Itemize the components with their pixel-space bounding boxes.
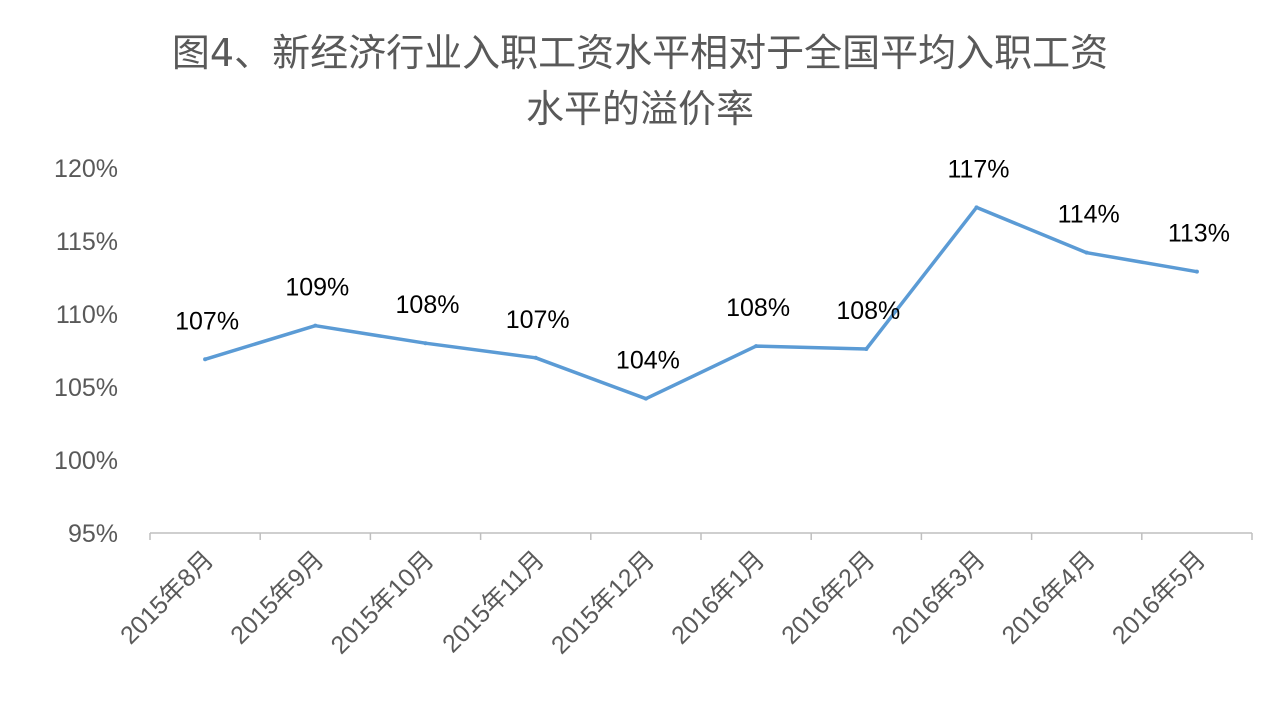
data-label: 108% [396,291,460,319]
data-label: 113% [1168,220,1230,248]
y-tick-label: 110% [56,301,118,329]
y-axis-labels: 95% 100% 105% 110% 115% 120% [54,155,118,548]
data-label: 108% [726,294,790,322]
data-label: 109% [285,274,349,302]
data-point [203,357,208,362]
chart-title-line-2: 水平的溢价率 [525,87,754,131]
series-line [203,205,1199,401]
y-tick-label: 115% [56,228,118,256]
y-tick-label: 95% [68,520,118,548]
data-point [313,323,318,328]
data-point [1084,250,1089,255]
x-tick-label: 2016年1月 [666,545,770,649]
data-point [864,347,869,352]
data-label: 107% [175,307,239,335]
series-layer [203,205,1199,401]
x-tick-label: 2015年9月 [225,545,329,649]
x-tick-label: 2016年4月 [997,545,1101,649]
data-point [533,355,538,360]
y-tick-label: 100% [54,447,118,475]
data-point [643,396,648,401]
data-point [1194,269,1199,274]
data-label: 114% [1058,201,1120,229]
x-tick-label: 2016年2月 [776,545,880,649]
data-point [423,341,428,346]
y-tick-label: 105% [54,374,118,402]
data-label: 107% [506,306,570,334]
x-tick-label: 2015年11月 [437,545,550,658]
chart-title-line-1: 图4、新经济行业入职工资水平相对于全国平均入职工资 [171,31,1109,75]
data-point [754,344,759,349]
y-tick-label: 120% [54,155,118,183]
x-tick-label: 2016年3月 [886,545,990,649]
data-labels: 107% 109% 108% 107% 104% 108% 108% 117% 114% 113% [175,155,1230,374]
x-tick-label: 2015年10月 [326,545,440,659]
data-point [974,205,979,210]
x-tick-label: 2016年5月 [1107,545,1211,649]
x-axis [149,532,1253,540]
data-label: 104% [616,347,680,375]
x-tick-label: 2015年8月 [115,545,219,649]
data-label: 117% [947,155,1009,183]
x-tick-label: 2015年12月 [546,545,660,659]
data-label: 108% [836,297,900,325]
